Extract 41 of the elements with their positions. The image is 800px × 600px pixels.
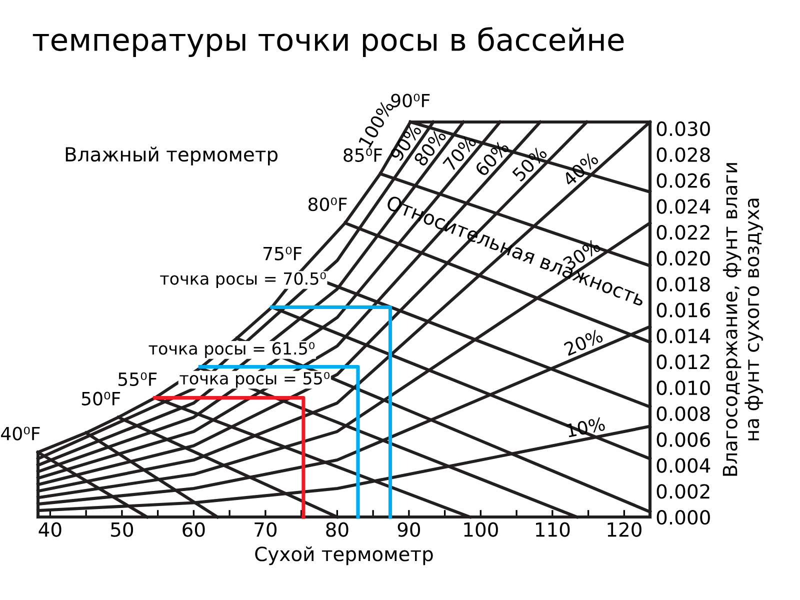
y-tick-label: 0.008 xyxy=(656,406,710,422)
y-axis-title: Влагосодержание, фунт влаги на фунт сухого воздуха xyxy=(722,163,763,476)
x-axis-title: Сухой термометр xyxy=(255,546,433,566)
y-tick-label: 0.000 xyxy=(656,510,710,525)
y-tick-label: 0.004 xyxy=(656,458,710,473)
y-tick-label: 0.030 xyxy=(656,121,710,136)
series-label: 50⁰F xyxy=(82,392,120,406)
y-tick-label: 0.024 xyxy=(656,199,710,214)
y-tick-label: 0.026 xyxy=(656,173,710,188)
y-tick-label: 0.002 xyxy=(656,484,710,499)
series-label: 80⁰F xyxy=(308,198,347,212)
x-tick-label: 40 xyxy=(38,522,62,537)
x-tick-label: 110 xyxy=(536,522,570,537)
text: 10% xyxy=(566,416,606,438)
y-tick-label: 0.010 xyxy=(656,380,710,396)
x-tick-label: 100 xyxy=(464,522,498,537)
y-tick-label: 0.006 xyxy=(656,432,710,447)
series-label: 85⁰F xyxy=(344,148,382,162)
annotation: точка росы = 55⁰ xyxy=(180,372,330,388)
x-tick-label: 70 xyxy=(254,522,277,537)
x-tick-label: 50 xyxy=(111,522,134,537)
x-tick-label: 60 xyxy=(182,522,205,537)
y-tick-label: 0.014 xyxy=(656,328,710,344)
y-tick-label: 0.028 xyxy=(656,147,710,162)
text: 20% xyxy=(563,328,604,356)
chart-title: температуры точки росы в бассейне xyxy=(32,26,624,58)
series-label: 40⁰F xyxy=(1,426,40,440)
series-label: 90⁰F xyxy=(391,94,430,108)
x-tick-label: 90 xyxy=(398,522,420,537)
x-tick-label: 120 xyxy=(608,522,642,537)
series-label: 75⁰F xyxy=(264,246,302,260)
annotation: точка росы = 61.5⁰ xyxy=(148,342,315,358)
y-tick-label: 0.018 xyxy=(656,276,710,292)
y-tick-label: 0.016 xyxy=(656,302,710,318)
y-tick-label: 0.012 xyxy=(656,354,710,370)
series-label: 55⁰F xyxy=(118,372,157,386)
x-tick-label: 80 xyxy=(326,522,348,537)
annotation: точка росы = 70.5⁰ xyxy=(160,272,326,288)
y-tick-label: 0.020 xyxy=(656,250,710,266)
annotation: Влажный термометр xyxy=(66,146,278,166)
y-tick-label: 0.022 xyxy=(656,225,710,240)
